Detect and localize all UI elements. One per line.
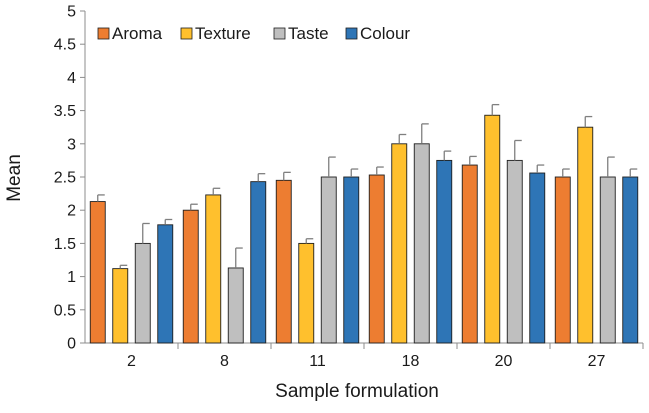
legend-swatch-texture [180,27,193,40]
legend-label-colour: Colour [360,24,410,43]
y-axis-title: Mean [4,154,25,202]
bar-aroma-11 [275,179,292,344]
bar-taste-27 [599,176,616,344]
bar-aroma-8 [182,209,199,344]
bar-colour-27 [622,176,639,344]
x-tick-label: 18 [402,353,420,370]
bar-taste-11 [320,176,337,344]
bar-colour-11 [343,176,360,344]
bar-aroma-20 [461,164,478,344]
x-axis-title: Sample formulation [275,381,439,402]
y-tick-label: 0.5 [54,302,76,319]
bar-taste-2 [134,242,151,344]
y-tick-label: 1.5 [54,236,76,253]
bar-aroma-27 [554,176,571,344]
bar-texture-18 [391,143,408,344]
y-tick-label: 1 [67,269,76,286]
x-tick-label: 11 [309,353,326,370]
legend-swatch-colour [345,27,358,40]
axes [80,10,644,349]
bars [89,114,639,344]
legend-label-aroma: Aroma [112,24,163,43]
y-tick-label: 2 [67,203,76,220]
x-tick-label: 8 [220,353,229,370]
y-tick-label: 3 [67,136,76,153]
bar-aroma-18 [368,174,385,344]
x-tick-label: 27 [588,353,606,370]
legend-swatch-aroma [97,27,110,40]
bar-colour-18 [436,159,453,344]
bar-colour-20 [529,172,546,344]
error-bars [97,103,638,269]
bar-texture-8 [205,194,222,344]
y-tick-label: 0 [67,336,76,353]
bar-texture-11 [298,242,315,344]
legend: Aroma Texture Taste Colour [97,24,410,43]
y-tick-label: 3.5 [54,103,76,120]
legend-label-texture: Texture [195,24,251,43]
bar-colour-2 [157,224,174,344]
y-tick-label: 5 [67,4,76,21]
bar-taste-20 [506,159,523,344]
bar-texture-27 [577,126,594,344]
bar-taste-8 [227,267,244,344]
y-tick-label: 4.5 [54,37,76,54]
bar-texture-2 [112,268,129,344]
bar-aroma-2 [89,201,106,344]
y-tick-label: 4 [67,70,76,87]
x-tick-label: 20 [495,353,513,370]
bar-colour-8 [250,181,267,344]
bar-texture-20 [484,114,501,344]
legend-label-taste: Taste [288,24,329,43]
x-tick-label: 2 [127,353,136,370]
y-tick-label: 2.5 [54,170,76,187]
bar-taste-18 [413,143,430,344]
tick-labels: 0 0.5 1 1.5 2 2.5 3 3.5 4 4.5 5 2 8 11 18 20 27 [54,4,606,371]
legend-swatch-taste [273,27,286,40]
